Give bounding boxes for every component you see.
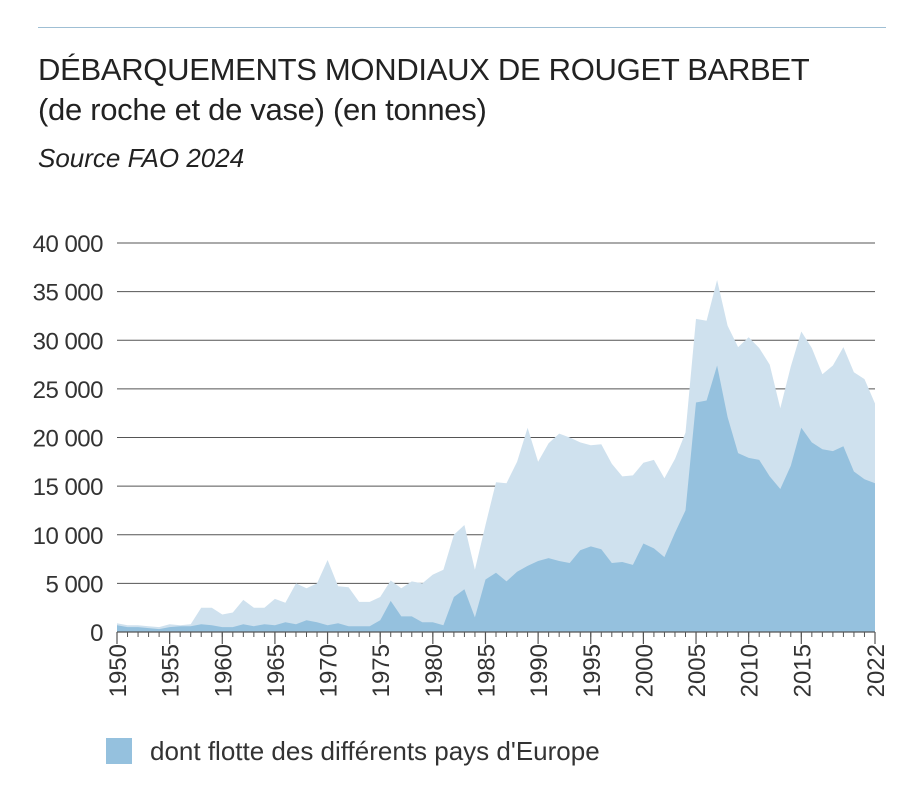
chart-title: DÉBARQUEMENTS MONDIAUX DE ROUGET BARBET … xyxy=(38,50,810,130)
x-tick-label: 1980 xyxy=(421,644,448,697)
x-tick-label: 1950 xyxy=(105,644,132,697)
y-tick-label: 15 000 xyxy=(33,474,104,501)
y-tick-label: 30 000 xyxy=(33,328,104,355)
legend-swatch-europe xyxy=(106,738,132,764)
y-tick-label: 10 000 xyxy=(33,523,104,550)
x-tick-label: 1960 xyxy=(210,644,237,697)
x-tick-label: 1955 xyxy=(158,644,185,697)
x-tick-label: 1985 xyxy=(473,644,500,697)
x-tick-label: 1965 xyxy=(263,644,290,697)
legend-label-europe: dont flotte des différents pays d'Europe xyxy=(150,735,600,766)
chart-title-line2: (de roche et de vase) (en tonnes) xyxy=(38,92,487,127)
top-divider xyxy=(38,27,886,28)
area-series-europe xyxy=(117,365,875,632)
x-tick-label: 2005 xyxy=(684,644,711,697)
y-tick-label: 35 000 xyxy=(33,280,104,307)
chart-title-line1: DÉBARQUEMENTS MONDIAUX DE ROUGET BARBET xyxy=(38,52,810,87)
y-tick-label: 0 xyxy=(90,620,103,647)
x-tick-label: 2015 xyxy=(789,644,816,697)
area-layer xyxy=(117,280,875,632)
y-tick-label: 25 000 xyxy=(33,377,104,404)
y-tick-label: 40 000 xyxy=(33,231,104,258)
chart-source: Source FAO 2024 xyxy=(38,143,245,173)
x-tick-label: 1970 xyxy=(316,644,343,697)
y-tick-label: 5 000 xyxy=(45,571,103,598)
x-tick-label: 1990 xyxy=(526,644,553,697)
x-tick-label: 2000 xyxy=(631,644,658,697)
x-tick-label: 1975 xyxy=(368,644,395,697)
y-tick-label: 20 000 xyxy=(33,426,104,453)
x-tick-label: 1995 xyxy=(579,644,606,697)
axis-layer: 0 5 000 10 000 15 000 20 000 25 000 30 000 35 0… xyxy=(33,231,890,697)
legend: dont flotte des différents pays d'Europe xyxy=(106,735,600,767)
x-tick-label: 2010 xyxy=(737,644,764,697)
x-tick-label: 2022 xyxy=(863,644,890,697)
